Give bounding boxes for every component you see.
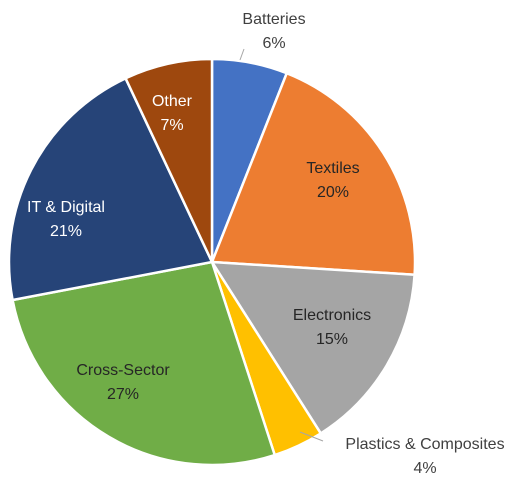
slice-label-plastics-and-composites: Plastics & Composites [345,436,504,453]
slice-value-cross-sector: 27% [107,386,139,403]
slice-value-other: 7% [160,117,183,134]
pie-slice-other [123,57,214,263]
slice-label-it-and-digital: IT & Digital [27,199,105,216]
slice-value-batteries: 6% [262,35,285,52]
slice-label-cross-sector: Cross-Sector [76,362,170,379]
pie-slice-electronics [209,260,416,436]
pie-slice-textiles [210,71,417,277]
slice-value-textiles: 20% [317,184,349,201]
slice-value-electronics: 15% [316,331,348,348]
pie-slices [7,57,417,467]
slice-label-electronics: Electronics [293,307,371,324]
slice-label-other: Other [152,93,193,110]
slice-value-it-and-digital: 21% [50,223,82,240]
leader-line-plastics-and-composites [299,431,324,442]
leader-line-batteries [239,48,245,61]
slice-label-batteries: Batteries [242,11,305,28]
slice-value-plastics-and-composites: 4% [413,460,436,477]
pie-slice-it-and-digital [7,76,214,302]
slice-labels: Batteries 6% Textiles 20% Electronics 15% Plas… [27,11,505,477]
pie-slice-cross-sector [11,260,277,467]
leader-lines [239,48,324,442]
slice-label-textiles: Textiles [306,160,359,177]
